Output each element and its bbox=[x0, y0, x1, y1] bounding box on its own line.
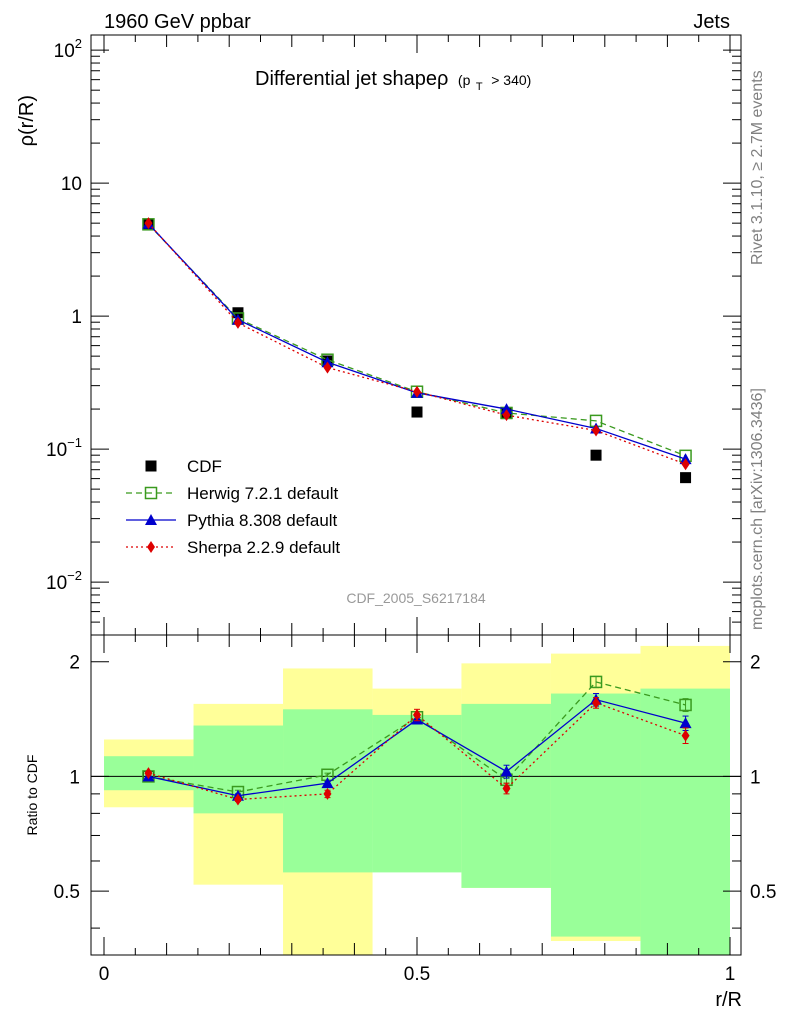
main-y-tick-label: 10−1 bbox=[46, 435, 82, 461]
main-y-axis-label: ρ(r/R) bbox=[16, 95, 38, 146]
main-y-tick-label: 10 bbox=[61, 174, 82, 195]
ratio-series-0-point bbox=[679, 698, 692, 712]
main-series-2-point bbox=[500, 403, 513, 415]
main-axis-ticks: 10−2 10−1 1 10 102 bbox=[46, 35, 741, 636]
ratio-series-2-point bbox=[681, 729, 690, 742]
x-axis-label: r/R bbox=[715, 989, 742, 1011]
legend-marker-1 bbox=[144, 486, 158, 500]
ratio-series-1-point bbox=[500, 765, 513, 777]
main-y-tick-label: 102 bbox=[54, 36, 82, 62]
main-series-3-point bbox=[413, 385, 421, 398]
main-series-0-point bbox=[680, 472, 692, 484]
header-left: 1960 GeV ppbar bbox=[104, 11, 251, 33]
main-series-3-point bbox=[323, 361, 332, 374]
ratio-series-1-point bbox=[321, 777, 334, 789]
main-series-3-line bbox=[147, 222, 686, 465]
ratio-y-tick-label-right: 0.5 bbox=[750, 882, 776, 903]
legend-label-0: CDF bbox=[187, 457, 222, 476]
main-series-0-point bbox=[590, 449, 602, 461]
plot-title-sub: (p bbox=[458, 72, 471, 88]
legend-marker-3 bbox=[147, 541, 155, 553]
legend-label-1: Herwig 7.2.1 default bbox=[187, 484, 338, 503]
plot-title-sub-cut: > 340) bbox=[491, 72, 531, 88]
legend-label-2: Pythia 8.308 default bbox=[187, 511, 338, 530]
x-tick-label: 0.5 bbox=[404, 964, 430, 985]
side-text-top: Rivet 3.1.10, ≥ 2.7M events bbox=[749, 70, 766, 265]
main-plot-title: Differential jet shapeρ (p T > 340) bbox=[255, 68, 531, 95]
ratio-series-2-point bbox=[413, 708, 421, 721]
legend-marker-0 bbox=[145, 460, 157, 472]
main-series-3-point bbox=[681, 458, 690, 471]
main-series-3-point bbox=[144, 217, 153, 230]
legend: CDF Herwig 7.2.1 default Pythia 8.308 defa… bbox=[126, 457, 340, 557]
plot-title-main: Differential jet shapeρ bbox=[255, 68, 448, 90]
ratio-series-2-point bbox=[592, 696, 601, 709]
legend-marker-2 bbox=[145, 514, 157, 525]
ratio-series-1-point bbox=[679, 717, 692, 729]
main-panel-content bbox=[142, 217, 692, 484]
main-series-1-line bbox=[147, 223, 686, 457]
ratio-panel-frame bbox=[90, 634, 742, 956]
main-y-tick-label: 10−2 bbox=[46, 568, 82, 594]
main-series-3-point bbox=[592, 424, 601, 437]
ratio-band-inner bbox=[372, 714, 462, 873]
ratio-y-tick-label-left: 0.5 bbox=[54, 882, 80, 903]
legend-label-3: Sherpa 2.2.9 default bbox=[187, 538, 340, 557]
main-series-3-point bbox=[502, 409, 511, 422]
ratio-series-2-point bbox=[233, 793, 242, 806]
main-series-3-point bbox=[233, 316, 242, 329]
side-text-bottom: mcplots.cern.ch [arXiv:1306.3436] bbox=[749, 388, 766, 630]
ratio-y-tick-label-left: 1 bbox=[69, 767, 80, 788]
ratio-series-2-point bbox=[502, 782, 511, 795]
ratio-series-2-point bbox=[144, 767, 153, 780]
ratio-band-inner bbox=[550, 693, 641, 937]
analysis-tag: CDF_2005_S6217184 bbox=[346, 590, 486, 606]
ratio-y-tick-label-right: 1 bbox=[750, 767, 761, 788]
ratio-axis-ticks: 0.5 0.5 1 1 2 2 0 0.5 1 bbox=[54, 635, 776, 985]
x-tick-label: 0 bbox=[99, 964, 110, 985]
x-tick-label: 1 bbox=[725, 964, 736, 985]
main-series-0-point bbox=[411, 406, 423, 418]
ratio-y-tick-label-right: 2 bbox=[750, 653, 761, 674]
ratio-series-0-point bbox=[589, 675, 603, 689]
ratio-series-2-point bbox=[323, 787, 332, 800]
plot-title-sub-t: T bbox=[476, 81, 483, 93]
ratio-band-inner bbox=[461, 703, 551, 888]
main-y-tick-label: 1 bbox=[71, 307, 82, 328]
ratio-y-tick-label-left: 2 bbox=[69, 653, 80, 674]
header-right: Jets bbox=[693, 11, 730, 33]
ratio-y-axis-label: Ratio to CDF bbox=[24, 755, 40, 836]
ratio-panel-content bbox=[91, 645, 741, 955]
